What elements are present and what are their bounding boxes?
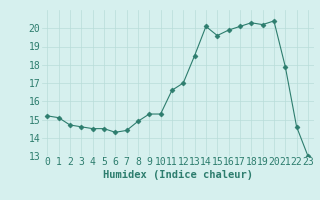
- X-axis label: Humidex (Indice chaleur): Humidex (Indice chaleur): [103, 170, 252, 180]
